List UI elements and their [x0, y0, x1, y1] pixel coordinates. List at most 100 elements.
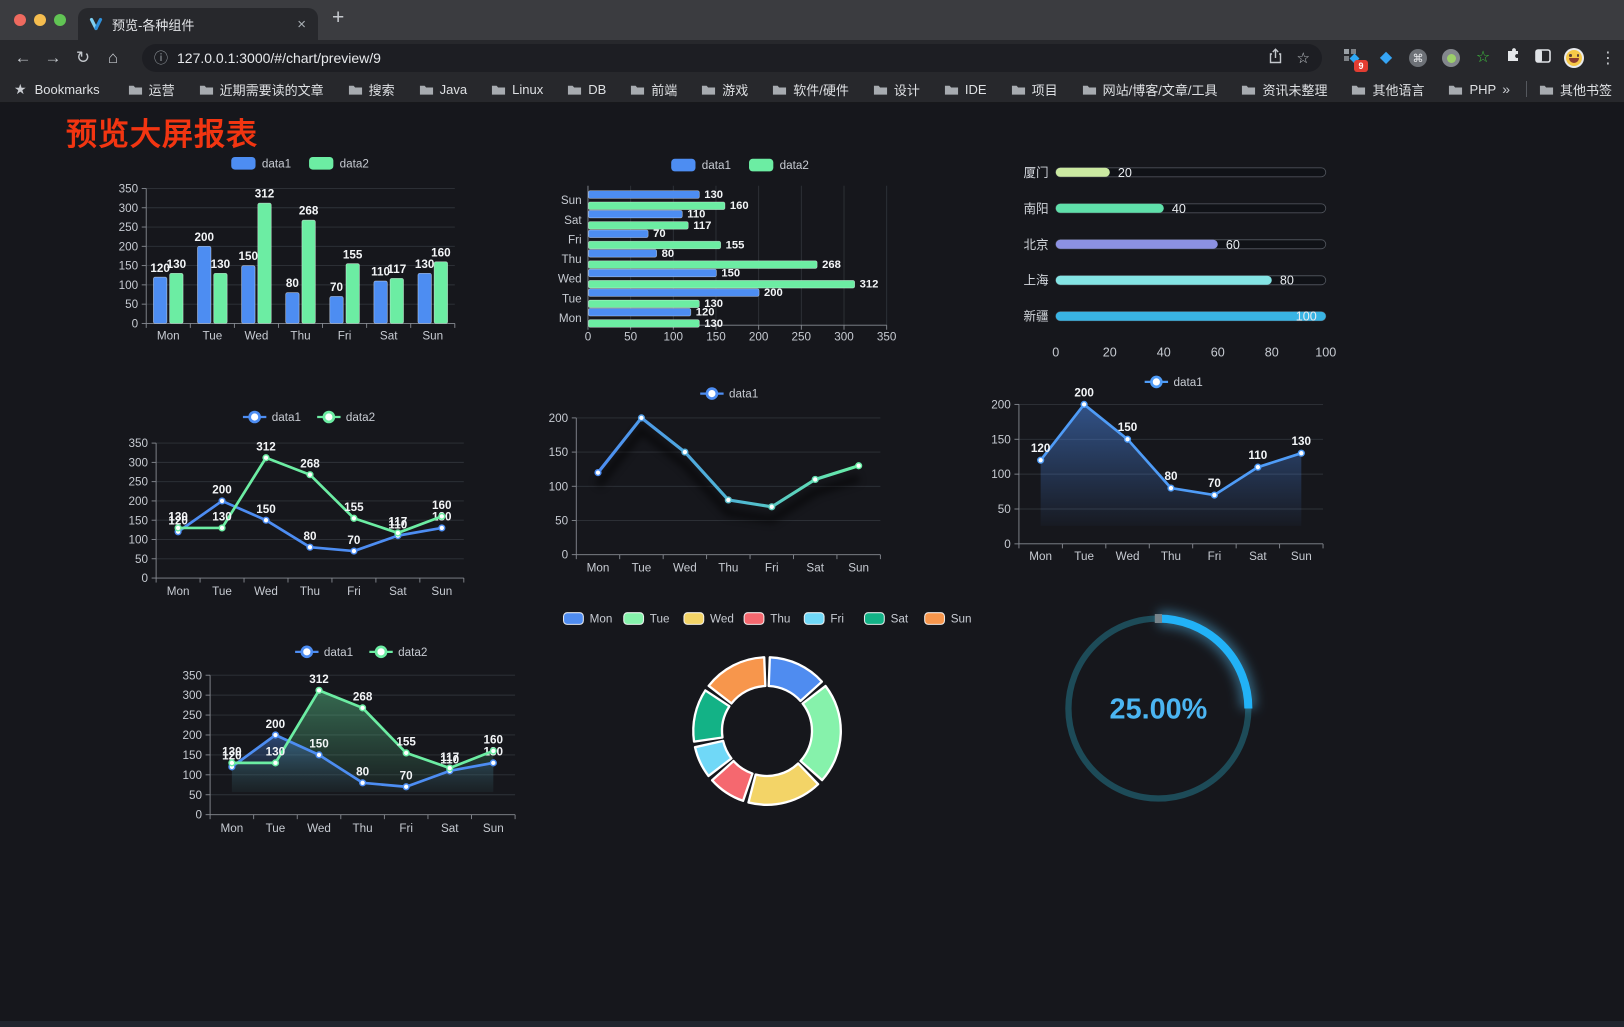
legend-item-Sun[interactable]: Sun: [924, 612, 972, 626]
site-info-icon[interactable]: ⓘ: [154, 50, 168, 66]
window-close-button[interactable]: [14, 14, 26, 26]
bookmark-star-icon[interactable]: ☆: [1296, 50, 1310, 67]
legend-item-data1[interactable]: data1: [242, 410, 301, 424]
svg-text:Sun: Sun: [848, 562, 869, 575]
svg-text:Thu: Thu: [300, 585, 320, 598]
svg-text:150: 150: [119, 260, 139, 273]
folder-icon: [702, 85, 716, 95]
window-zoom-button[interactable]: [54, 14, 66, 26]
svg-text:130: 130: [211, 258, 231, 271]
bookmark-folder[interactable]: 前端: [630, 80, 677, 99]
bookmark-folder[interactable]: PHP: [1448, 82, 1496, 97]
svg-text:130: 130: [704, 189, 723, 201]
extension-gem-icon[interactable]: ◆: [1379, 49, 1393, 66]
svg-text:Fri: Fri: [399, 822, 413, 835]
svg-text:200: 200: [182, 729, 202, 742]
bookmark-folder[interactable]: 项目: [1011, 80, 1058, 99]
svg-text:Thu: Thu: [562, 253, 582, 266]
browser-menu-icon[interactable]: ⋮: [1600, 50, 1616, 67]
extension-green-star-icon[interactable]: ☆: [1475, 49, 1491, 66]
folder-icon: [1011, 85, 1025, 95]
new-tab-button[interactable]: +: [332, 6, 345, 29]
svg-text:Fri: Fri: [830, 613, 844, 626]
legend-item-Thu[interactable]: Thu: [743, 612, 790, 626]
bookmark-folder[interactable]: Linux: [491, 82, 543, 97]
svg-text:155: 155: [344, 501, 364, 514]
bookmark-folder[interactable]: IDE: [944, 82, 987, 97]
bookmark-folder[interactable]: 游戏: [701, 80, 748, 99]
url-text[interactable]: 127.0.0.1:3000/#/chart/preview/9: [177, 50, 381, 66]
forward-button[interactable]: →: [44, 48, 62, 67]
bookmark-folder[interactable]: 资讯未整理: [1241, 80, 1327, 99]
window-minimize-button[interactable]: [34, 14, 46, 26]
svg-text:Thu: Thu: [718, 562, 738, 575]
legend-item-data1[interactable]: data1: [295, 645, 353, 659]
bookmarks-overflow-icon[interactable]: »: [1502, 81, 1510, 97]
svg-text:70: 70: [330, 281, 344, 294]
bookmark-folder[interactable]: 搜索: [348, 80, 395, 99]
legend-item-Wed[interactable]: Wed: [683, 612, 734, 626]
bookmark-folder[interactable]: 近期需要读的文章: [199, 80, 324, 99]
legend-item-data1[interactable]: data1: [671, 158, 731, 172]
legend-item-data2[interactable]: data2: [749, 158, 809, 172]
extension-grid-icon[interactable]: 9: [1342, 47, 1368, 72]
bookmarks-star-icon[interactable]: ★: [14, 80, 27, 97]
bookmark-folder[interactable]: DB: [567, 82, 606, 97]
bookmark-folder-list: 运营 近期需要读的文章 搜索 Java Linux DB 前端 游戏 软件/硬件 设计 IDE 项目 网…: [128, 80, 1503, 99]
extension-record-icon[interactable]: [1440, 47, 1462, 69]
home-button[interactable]: ⌂: [107, 48, 119, 67]
legend-item-data1[interactable]: data1: [1144, 375, 1203, 389]
other-bookmarks[interactable]: 其他书签: [1539, 80, 1612, 99]
reload-button[interactable]: ↻: [75, 48, 91, 67]
folder-icon: [1449, 85, 1463, 95]
bookmark-folder[interactable]: Java: [419, 82, 467, 97]
legend-item-Sat[interactable]: Sat: [863, 612, 909, 626]
bookmark-folder[interactable]: 网站/博客/文章/工具: [1082, 80, 1217, 99]
svg-text:50: 50: [555, 515, 569, 528]
svg-text:0: 0: [562, 549, 569, 562]
svg-text:200: 200: [1074, 386, 1094, 399]
svg-text:Sat: Sat: [380, 330, 398, 343]
svg-text:150: 150: [721, 267, 740, 279]
legend-item-data1[interactable]: data1: [700, 387, 758, 401]
svg-text:20: 20: [1103, 346, 1117, 360]
svg-text:150: 150: [706, 331, 726, 344]
legend-item-data1[interactable]: data1: [231, 156, 291, 170]
svg-text:150: 150: [256, 503, 276, 516]
share-icon[interactable]: [1268, 48, 1283, 68]
svg-text:Mon: Mon: [167, 585, 190, 598]
bookmark-folder[interactable]: 其他语言: [1351, 80, 1424, 99]
legend-item-data2[interactable]: data2: [317, 410, 375, 424]
svg-text:110: 110: [687, 209, 705, 221]
svg-text:130: 130: [704, 298, 723, 310]
legend-item-Mon[interactable]: Mon: [563, 612, 613, 626]
profile-avatar[interactable]: [1563, 47, 1585, 69]
legend-item-Tue[interactable]: Tue: [623, 612, 670, 626]
browser-tab[interactable]: 预览-各种组件 ×: [78, 8, 318, 40]
folder-icon: [1352, 85, 1366, 95]
sidebar-toggle-icon[interactable]: [1534, 47, 1556, 69]
bookmark-folder[interactable]: 软件/硬件: [772, 80, 849, 99]
tab-close-icon[interactable]: ×: [297, 15, 306, 33]
svg-text:Sat: Sat: [441, 822, 459, 835]
svg-text:60: 60: [1211, 346, 1225, 360]
svg-text:Wed: Wed: [558, 273, 582, 286]
bookmarks-label[interactable]: Bookmarks: [34, 81, 100, 97]
svg-text:100: 100: [1315, 346, 1336, 360]
svg-text:350: 350: [182, 669, 202, 682]
back-button[interactable]: ←: [14, 48, 32, 67]
bookmark-folder[interactable]: 设计: [873, 80, 920, 99]
legend-item-Fri[interactable]: Fri: [803, 612, 844, 626]
extensions-puzzle-icon[interactable]: [1504, 47, 1526, 69]
svg-text:Tue: Tue: [632, 562, 652, 575]
svg-text:200: 200: [266, 718, 286, 731]
bookmark-folder[interactable]: 运营: [128, 80, 175, 99]
address-bar[interactable]: ⓘ 127.0.0.1:3000/#/chart/preview/9 ☆: [142, 44, 1322, 72]
extension-command-icon[interactable]: ⌘: [1407, 47, 1429, 69]
svg-text:Tue: Tue: [266, 822, 286, 835]
svg-text:160: 160: [730, 200, 749, 212]
donut-slice-Tue: [799, 684, 842, 782]
legend-item-data2[interactable]: data2: [369, 645, 427, 659]
donut-slice-Fri: [693, 739, 733, 778]
legend-item-data2[interactable]: data2: [309, 156, 369, 170]
